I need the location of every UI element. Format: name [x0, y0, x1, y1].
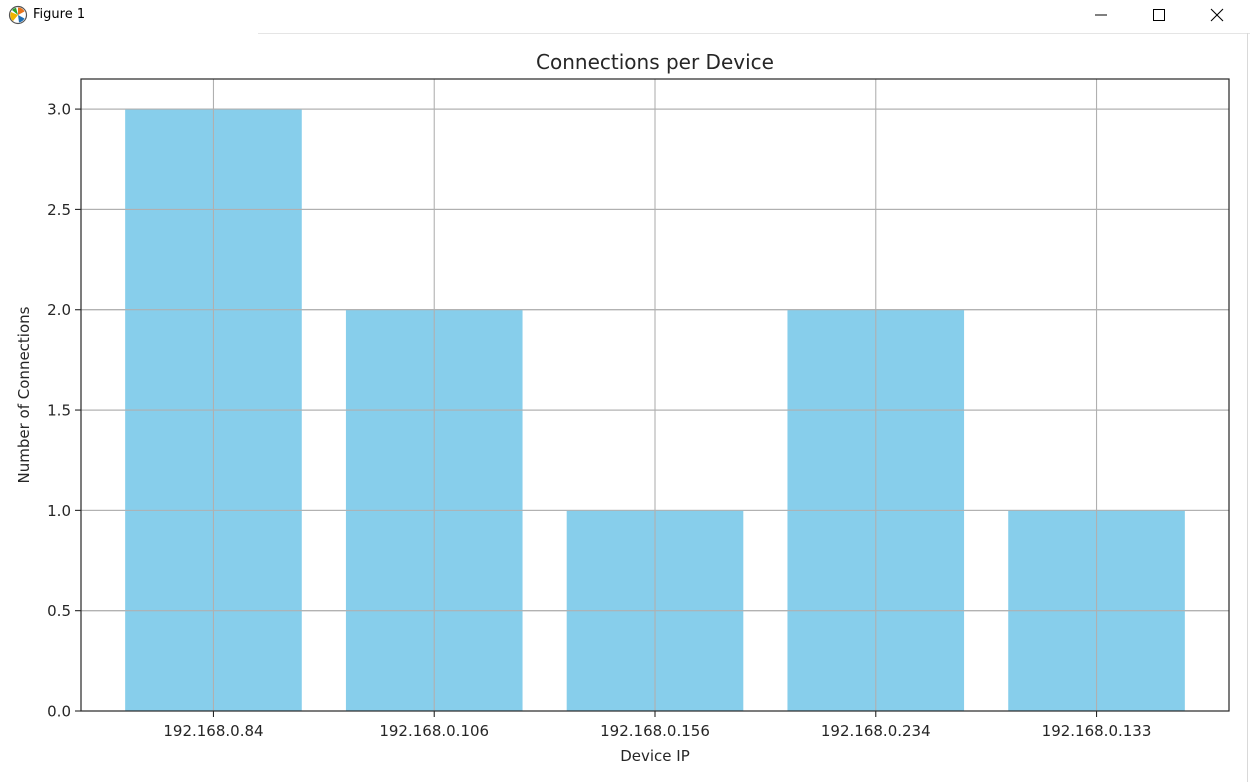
y-tick-label: 1.0 [47, 502, 71, 520]
minimize-button[interactable] [1072, 0, 1130, 30]
toolbar-divider [258, 33, 1250, 34]
y-tick-label: 0.0 [47, 703, 71, 721]
x-tick-label: 192.168.0.84 [163, 722, 263, 740]
x-tick-label: 192.168.0.106 [379, 722, 489, 740]
maximize-button[interactable] [1130, 0, 1188, 30]
minimize-icon [1095, 14, 1107, 16]
chart-title: Connections per Device [536, 50, 774, 74]
maximize-icon [1153, 9, 1165, 21]
x-tick-label: 192.168.0.133 [1042, 722, 1152, 740]
x-axis-label: Device IP [620, 747, 690, 765]
y-axis: 0.0 0.5 1.0 1.5 2.0 2.5 3.0 [47, 101, 81, 721]
window-title: Figure 1 [33, 7, 86, 22]
close-button[interactable] [1188, 0, 1246, 30]
y-tick-label: 3.0 [47, 101, 71, 119]
y-tick-label: 0.5 [47, 602, 71, 620]
window-border [1247, 33, 1248, 782]
y-tick-label: 2.5 [47, 201, 71, 219]
y-axis-label: Number of Connections [15, 306, 33, 483]
x-axis: 192.168.0.84 192.168.0.106 192.168.0.156 19… [163, 711, 1151, 740]
x-tick-label: 192.168.0.234 [821, 722, 931, 740]
close-icon [1210, 8, 1224, 22]
y-tick-label: 1.5 [47, 402, 71, 420]
x-tick-label: 192.168.0.156 [600, 722, 710, 740]
window-titlebar: Figure 1 [0, 0, 1250, 32]
y-tick-label: 2.0 [47, 301, 71, 319]
matplotlib-icon [8, 5, 28, 25]
